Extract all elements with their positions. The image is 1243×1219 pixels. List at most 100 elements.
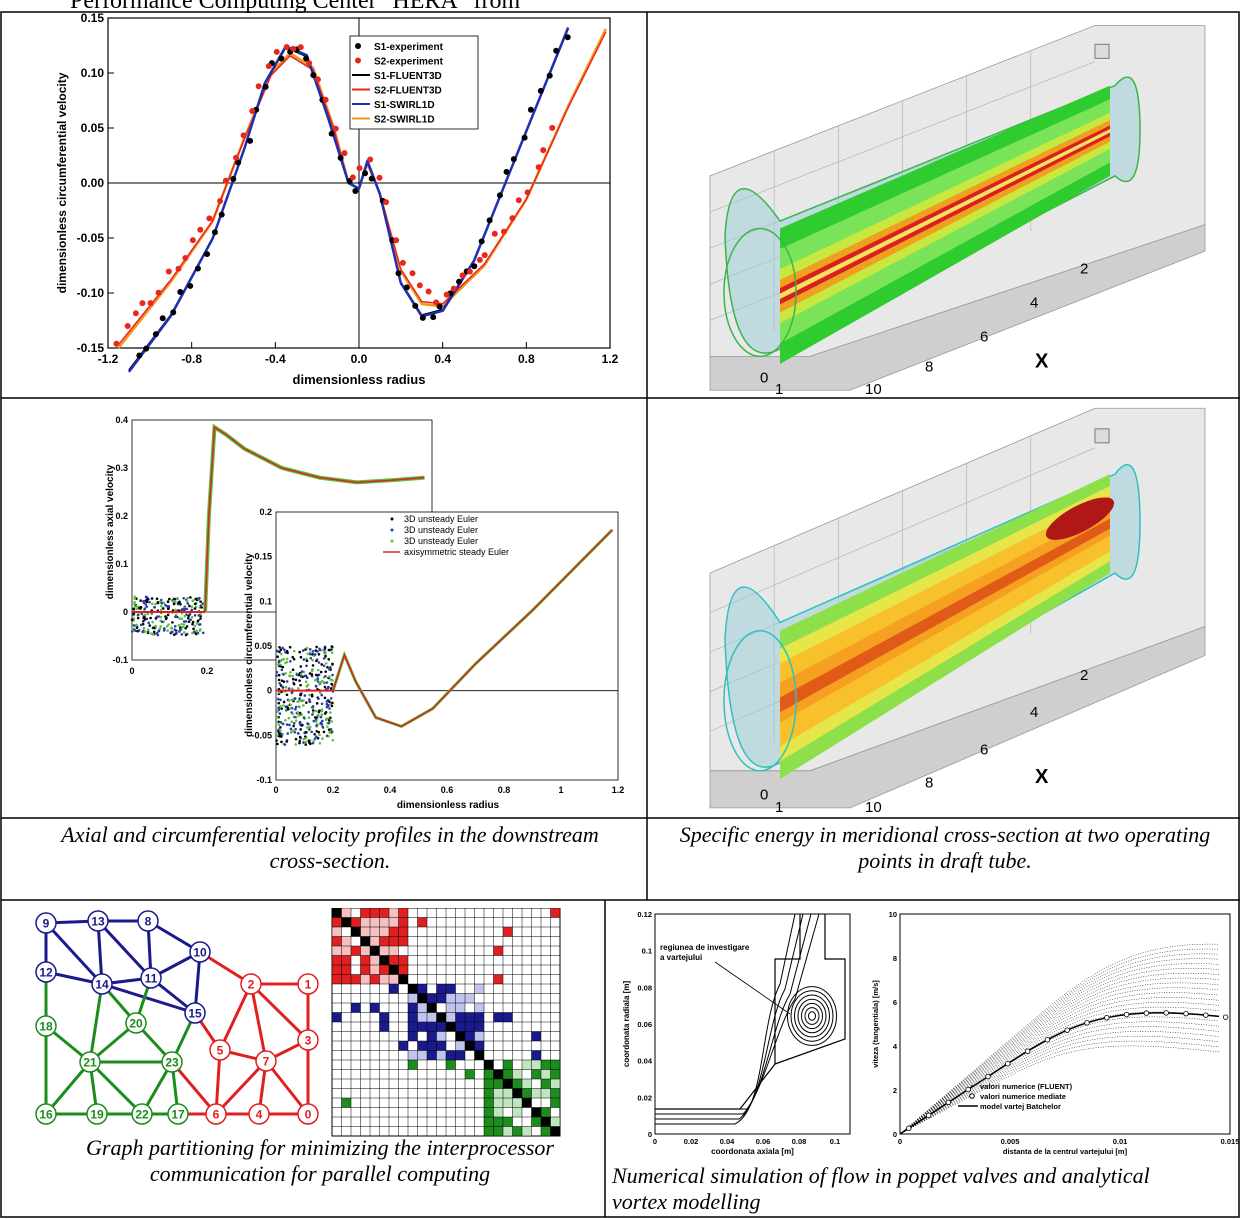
scatter-point <box>162 629 166 632</box>
graph-node-label: 23 <box>165 1056 179 1070</box>
x-tick-label: 0.8 <box>498 785 511 795</box>
scatter-point <box>312 739 316 742</box>
s2-experiment-point <box>332 125 339 132</box>
s2-experiment-point <box>416 282 423 289</box>
scatter-point <box>309 742 312 746</box>
numeric-values-series <box>899 1021 1220 1135</box>
matrix-cell <box>550 908 560 918</box>
scatter-point <box>294 707 297 711</box>
s1-experiment-point <box>362 170 369 177</box>
scatter-point <box>139 623 143 627</box>
scatter-point <box>297 714 301 717</box>
scatter-point <box>327 719 331 722</box>
scatter-point <box>145 617 149 621</box>
scatter-point <box>130 618 134 622</box>
y-tick-label: 8 <box>893 954 897 963</box>
s1-experiment-point <box>262 83 269 90</box>
matrix-cell <box>455 1022 465 1032</box>
scatter-point <box>319 681 323 684</box>
matrix-cell <box>493 1069 503 1079</box>
scatter-point <box>286 707 290 711</box>
s2-experiment-point <box>155 289 162 296</box>
graph-node <box>125 1012 147 1034</box>
scatter-point <box>292 657 296 661</box>
scatter-point <box>280 707 283 710</box>
scatter-point <box>182 631 186 634</box>
s2-experiment-point <box>297 44 304 51</box>
scatter-point <box>298 741 301 745</box>
y-tick-label: 0.00 <box>81 176 105 190</box>
scatter-point <box>320 709 324 713</box>
matrix-cell <box>550 1060 560 1070</box>
s1-experiment-point <box>412 302 419 309</box>
averaged-values-point <box>1044 1037 1051 1043</box>
x-tick-label: 2 <box>1080 667 1088 684</box>
x-tick-label: 0.015 <box>1221 1137 1240 1146</box>
graph-node-label: 20 <box>129 1017 143 1031</box>
scatter-point <box>308 698 311 701</box>
y-tick-label: 0.3 <box>115 463 128 473</box>
s1-experiment-point <box>352 188 359 195</box>
averaged-values-point <box>1203 1012 1209 1018</box>
averaged-values-point <box>1005 1061 1011 1067</box>
scatter-point <box>296 687 300 690</box>
scatter-point <box>289 670 292 674</box>
scatter-point <box>153 606 156 609</box>
scatter-point <box>322 664 326 668</box>
averaged-values-point <box>1163 1010 1169 1016</box>
scatter-point <box>307 710 310 714</box>
legend-label: S1-FLUENT3D <box>374 71 442 82</box>
matrix-cell <box>389 908 399 918</box>
scatter-point <box>175 631 178 635</box>
circ-y-label: dimensionless circumferential velocity <box>244 553 255 737</box>
scatter-point <box>142 626 146 630</box>
s1-experiment-point <box>553 47 560 54</box>
scatter-point <box>294 705 298 709</box>
scatter-point <box>291 655 294 659</box>
s1-experiment-point <box>159 315 166 322</box>
s2-experiment-point <box>255 83 262 90</box>
numeric-values-series <box>899 982 1220 1135</box>
scatter-point <box>195 629 198 633</box>
matrix-cell <box>408 1031 418 1041</box>
scatter-point <box>291 687 294 691</box>
matrix-cell <box>370 965 380 975</box>
x-tick-label: 0.08 <box>792 1137 807 1146</box>
graph-node <box>86 1103 108 1125</box>
matrix-cell <box>512 1098 522 1108</box>
matrix-cell <box>436 984 446 994</box>
matrix-cell <box>389 955 399 965</box>
matrix-cell <box>493 1117 503 1127</box>
x-tick-label: 8 <box>925 774 933 791</box>
y-tick-label: 0.2 <box>115 511 128 521</box>
scatter-point <box>277 673 281 677</box>
scatter-point <box>304 743 308 746</box>
scatter-point <box>321 725 325 729</box>
matrix-cell <box>446 1022 456 1032</box>
poppet-valve-figure: 0 0.02 0.04 0.06 0.08 0.1 0.12 0.1 0.08 0.06 0.04 0… <box>622 910 1240 1156</box>
y-tick-label: 0 <box>760 787 768 804</box>
scatter-point <box>281 646 284 650</box>
scatter-point <box>178 630 181 633</box>
scatter-point <box>325 681 329 684</box>
scatter-point <box>139 599 142 602</box>
scatter-point <box>284 685 288 689</box>
scatter-point <box>132 624 136 627</box>
matrix-cell <box>474 984 484 994</box>
legend-label: S2-FLUENT3D <box>374 86 442 97</box>
scatter-point <box>166 613 170 617</box>
scatter-point <box>282 673 285 676</box>
matrix-cell <box>531 1117 541 1127</box>
x-tick-label: 0.01 <box>1113 1137 1128 1146</box>
scatter-point <box>331 701 334 705</box>
graph-node-label: 22 <box>135 1108 149 1122</box>
matrix-cell <box>379 946 389 956</box>
scatter-point <box>133 597 136 600</box>
scatter-point <box>199 600 202 603</box>
s1-experiment-point <box>143 345 150 352</box>
legend-label: 3D unsteady Euler <box>404 525 478 535</box>
matrix-cell <box>341 1098 351 1108</box>
scatter-point <box>315 724 318 727</box>
